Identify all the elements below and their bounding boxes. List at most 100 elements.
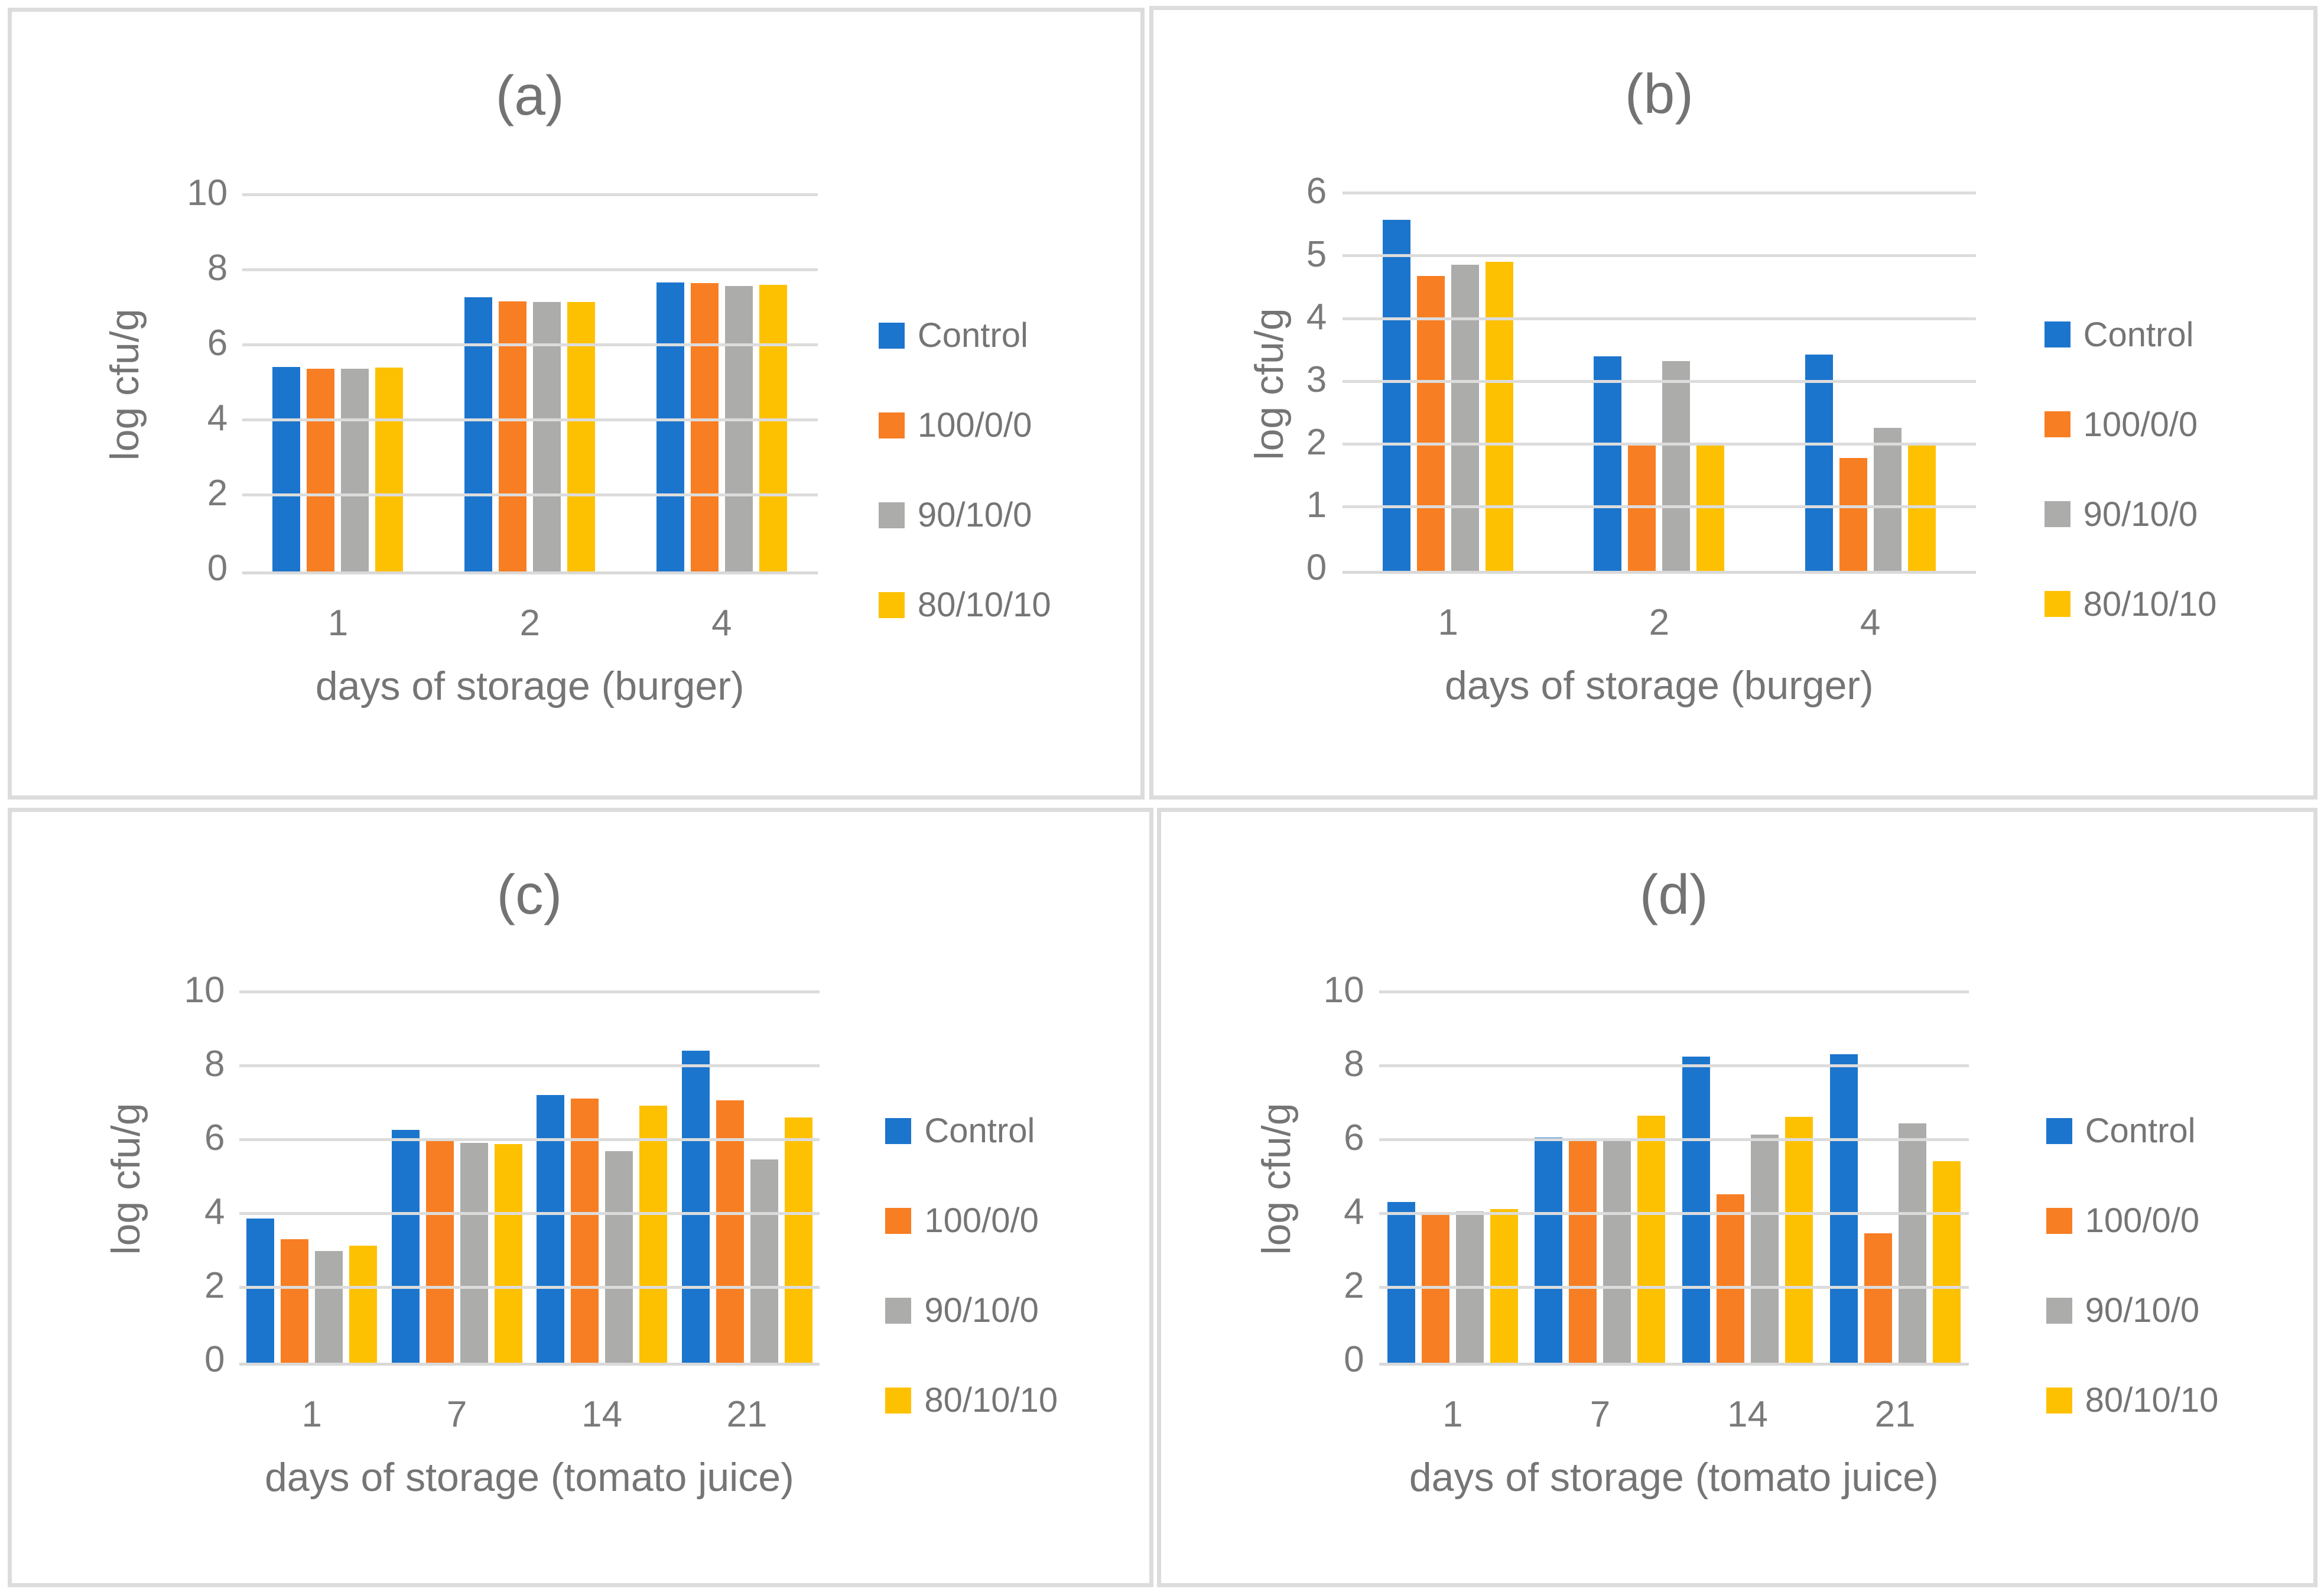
gridline [1379, 990, 1969, 993]
x-tick-label: 14 [581, 1393, 623, 1435]
category-group [529, 993, 674, 1363]
gridline [242, 343, 818, 346]
legend-label: 80/10/10 [2085, 1381, 2219, 1420]
x-tick-label: 21 [1874, 1393, 1916, 1435]
legend-item: 100/0/0 [878, 405, 1051, 445]
gridline [1379, 1064, 1969, 1067]
bar-80-10-10 [784, 1117, 812, 1363]
y-axis-title: log cfu/g [102, 308, 147, 461]
panel-a: (a) log cfu/g 1 2 4 days of storage (burge… [8, 8, 1145, 800]
legend: Control 100/0/0 90/10/0 80/10/10 [2046, 1111, 2219, 1420]
plot-area: 1 2 4 days of storage (burger) 0 2 4 6 8 10 [187, 174, 818, 709]
category-group [1765, 194, 1976, 571]
y-tick-label: 6 [1306, 171, 1327, 212]
y-tick-label: 10 [187, 172, 228, 213]
legend-swatch [2044, 321, 2071, 348]
panel-c: (c) log cfu/g 1 7 14 21 days of storage (to… [8, 808, 1153, 1587]
legend-swatch [2046, 1207, 2072, 1234]
legend-swatch [885, 1207, 912, 1234]
legend-swatch [878, 322, 905, 349]
category-group [1821, 993, 1969, 1363]
y-tick-label: 2 [1306, 421, 1327, 463]
y-tick-label: 8 [204, 1043, 225, 1084]
y-axis-title: log cfu/g [103, 1103, 148, 1255]
category-group [239, 993, 384, 1363]
bar-90-10-0 [533, 302, 561, 572]
bar-80-10-10 [349, 1245, 378, 1363]
legend-item: 80/10/10 [878, 585, 1051, 625]
y-tick-label: 4 [1306, 296, 1327, 337]
bar-100-0-0 [571, 1098, 599, 1363]
legend-swatch [2046, 1387, 2072, 1414]
bar-90-10-0 [1751, 1134, 1779, 1363]
x-tick-label: 1 [301, 1393, 322, 1435]
legend-swatch [878, 502, 905, 528]
bars-layer [242, 196, 818, 572]
y-tick-label: 6 [1344, 1117, 1364, 1158]
legend-swatch [2046, 1117, 2072, 1144]
bar-100-0-0 [1417, 276, 1445, 571]
bar-control [537, 1094, 565, 1363]
legend-swatch [2044, 411, 2071, 438]
plot-area: 1 7 14 21 days of storage (tomato juice) 0 2… [1324, 972, 1969, 1500]
legend-label: Control [924, 1112, 1035, 1151]
y-tick-label: 1 [1306, 485, 1327, 526]
bar-90-10-0 [724, 286, 753, 572]
legend-swatch [885, 1387, 912, 1414]
bar-100-0-0 [281, 1239, 309, 1363]
x-tick-label: 14 [1727, 1393, 1769, 1435]
legend-item: Control [885, 1111, 1058, 1151]
legend-swatch [2046, 1297, 2072, 1324]
legend-item: 90/10/0 [885, 1291, 1058, 1330]
y-tick-label: 3 [1306, 359, 1327, 400]
legend-item: 80/10/10 [885, 1380, 1058, 1420]
y-tick-label: 8 [1344, 1043, 1364, 1084]
legend-label: 100/0/0 [2085, 1201, 2200, 1240]
y-tick-label: 2 [204, 1265, 225, 1306]
gridline [1342, 254, 1976, 258]
bar-90-10-0 [1898, 1123, 1926, 1363]
y-tick-label: 6 [207, 322, 228, 363]
legend-item: Control [2044, 315, 2217, 355]
x-tick-label: 7 [1590, 1393, 1611, 1435]
gridline [1342, 191, 1976, 195]
gridline [239, 1211, 820, 1215]
bar-control [464, 297, 493, 572]
bar-80-10-10 [1486, 261, 1514, 571]
legend-item: 100/0/0 [885, 1201, 1058, 1240]
x-tick-labels: 1 7 14 21 [1379, 1393, 1969, 1435]
bar-100-0-0 [1717, 1194, 1745, 1363]
gridline [239, 1064, 820, 1067]
legend-label: Control [2083, 315, 2194, 354]
category-group [242, 196, 434, 572]
y-axis-title: log cfu/g [1247, 308, 1292, 460]
y-axis-title: log cfu/g [1254, 1103, 1299, 1255]
bar-100-0-0 [1569, 1139, 1597, 1363]
gridline [1342, 442, 1976, 446]
legend: Control 100/0/0 90/10/0 80/10/10 [878, 316, 1051, 625]
bar-control [1387, 1201, 1415, 1363]
gridline [242, 418, 818, 421]
legend-label: Control [917, 316, 1028, 355]
bar-control [391, 1130, 420, 1363]
legend-item: 90/10/0 [2044, 495, 2217, 534]
legend-item: 100/0/0 [2044, 405, 2217, 444]
panel-b: (b) log cfu/g 1 2 4 days of storage (burge… [1149, 6, 2318, 800]
legend-swatch [885, 1117, 912, 1144]
panel-title: (d) [1639, 863, 1708, 927]
x-axis-title: days of storage (tomato juice) [264, 1454, 794, 1500]
bar-control [1383, 219, 1411, 571]
legend-swatch [2044, 501, 2071, 528]
x-tick-labels: 1 2 4 [242, 602, 818, 644]
bar-90-10-0 [1662, 360, 1691, 571]
legend-swatch [878, 412, 905, 438]
bars-layer [1343, 194, 1976, 571]
bar-90-10-0 [750, 1159, 778, 1363]
legend-item: 80/10/10 [2044, 584, 2216, 624]
category-group [626, 196, 818, 572]
panel-d: (d) log cfu/g 1 7 14 21 days of storage (to… [1157, 808, 2318, 1587]
x-tick-label: 4 [1860, 602, 1881, 644]
bar-control [656, 282, 684, 572]
gridline [1342, 317, 1976, 320]
